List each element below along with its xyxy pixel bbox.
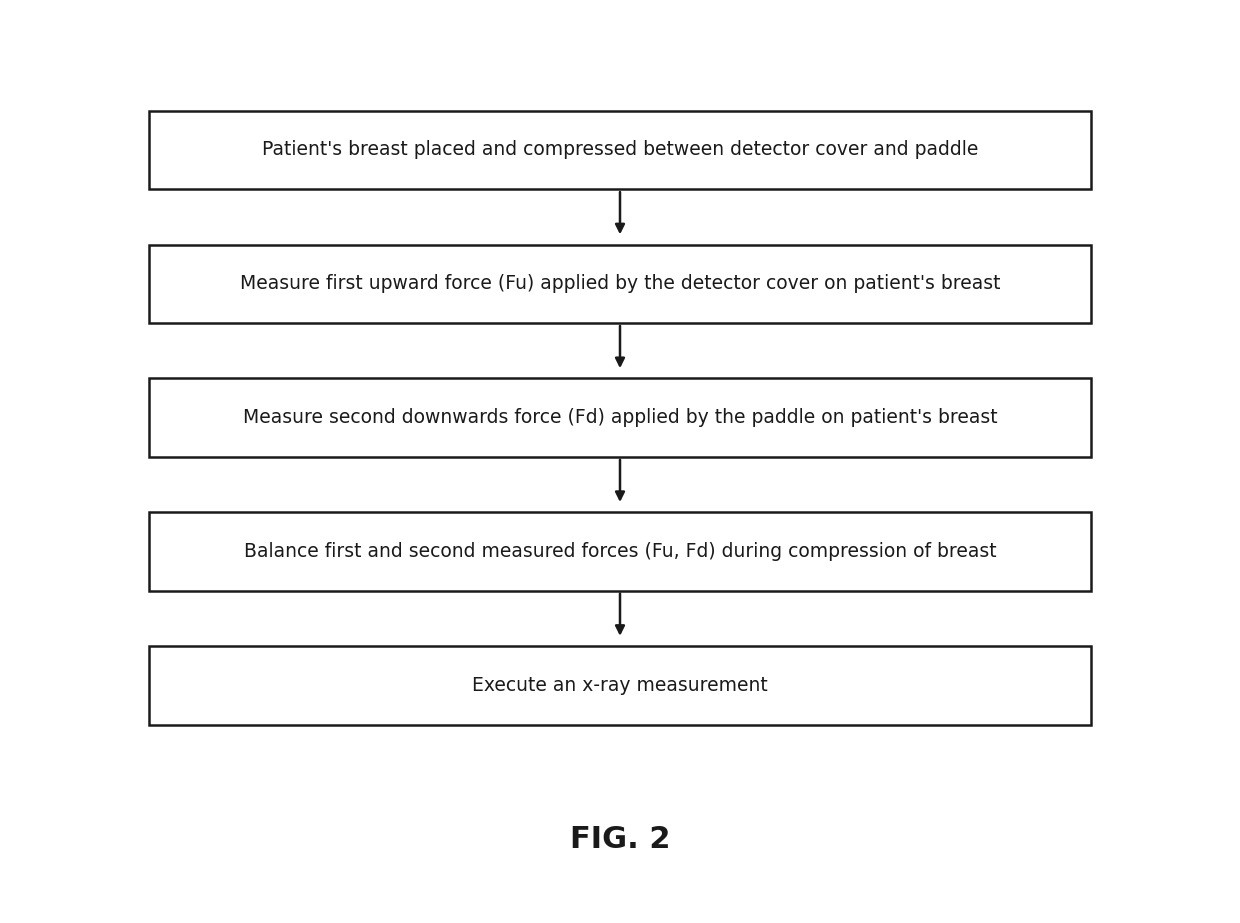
FancyBboxPatch shape xyxy=(149,646,1091,725)
FancyBboxPatch shape xyxy=(149,378,1091,457)
Text: Balance first and second measured forces (Fu, Fd) during compression of breast: Balance first and second measured forces… xyxy=(244,542,996,561)
Text: Execute an x-ray measurement: Execute an x-ray measurement xyxy=(472,676,768,695)
Text: Measure first upward force (Fu) applied by the detector cover on patient's breas: Measure first upward force (Fu) applied … xyxy=(239,274,1001,294)
Text: Patient's breast placed and compressed between detector cover and paddle: Patient's breast placed and compressed b… xyxy=(262,140,978,160)
Text: Measure second downwards force (Fd) applied by the paddle on patient's breast: Measure second downwards force (Fd) appl… xyxy=(243,408,997,427)
FancyBboxPatch shape xyxy=(149,245,1091,323)
FancyBboxPatch shape xyxy=(149,111,1091,189)
Text: FIG. 2: FIG. 2 xyxy=(569,825,671,855)
FancyBboxPatch shape xyxy=(149,512,1091,591)
